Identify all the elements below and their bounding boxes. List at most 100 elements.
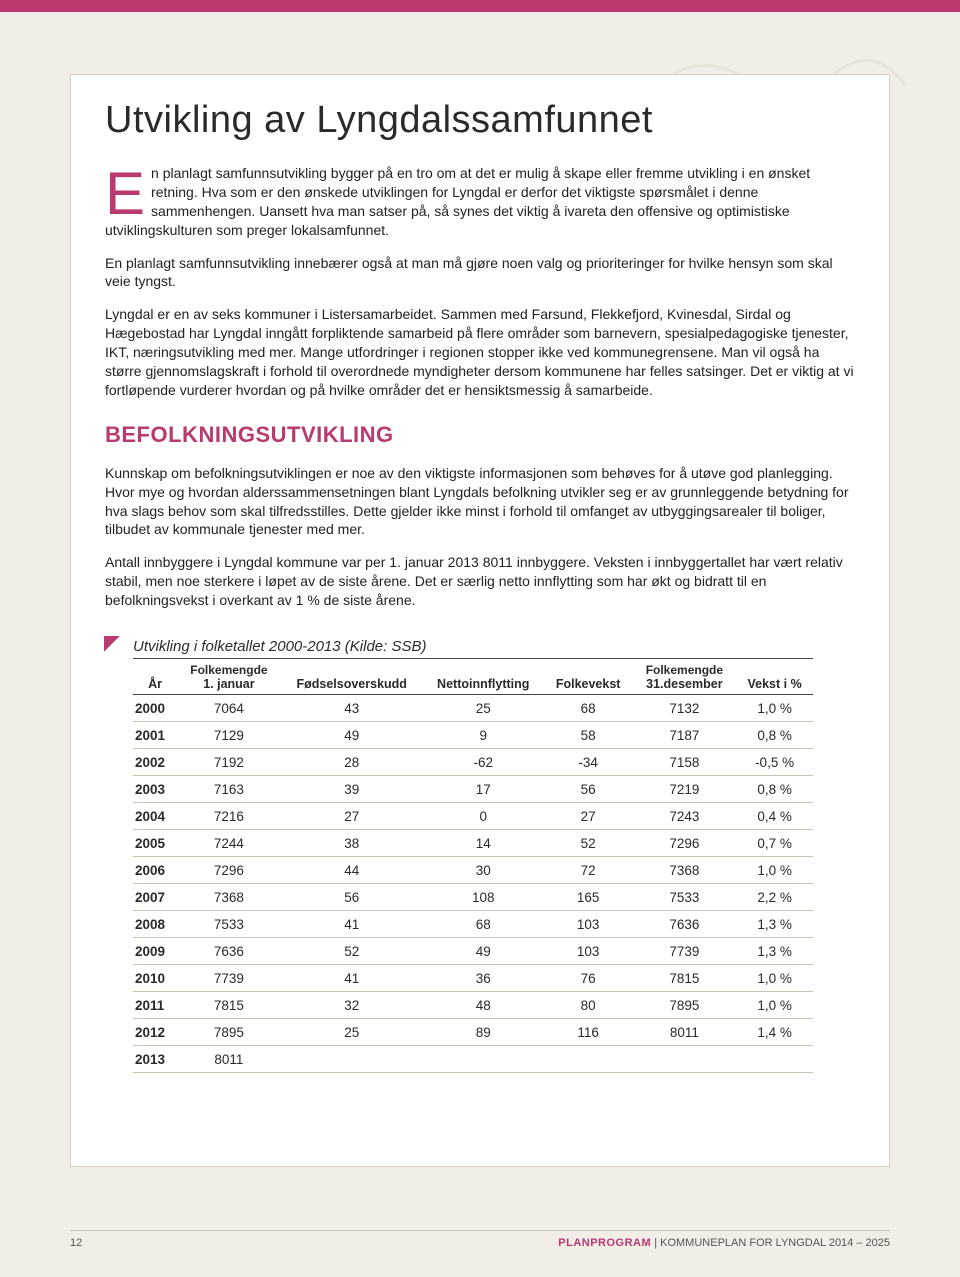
table-cell: 44 [281, 857, 423, 884]
table-row: 200171294995871870,8 % [133, 722, 813, 749]
table-cell: 2002 [133, 749, 177, 776]
table-cell: 68 [423, 911, 544, 938]
table-row: 2003716339175672190,8 % [133, 776, 813, 803]
table-cell: 103 [544, 938, 633, 965]
table-cell: 165 [544, 884, 633, 911]
table-row: 200472162702772430,4 % [133, 803, 813, 830]
table-cell: 49 [281, 722, 423, 749]
table-cell: 1,4 % [736, 1019, 813, 1046]
page-number: 12 [70, 1237, 82, 1249]
table-header: ÅrFolkemengde1. januarFødselsoverskuddNe… [133, 659, 813, 695]
footer-rest: | KOMMUNEPLAN FOR LYNGDAL 2014 – 2025 [651, 1237, 890, 1249]
table-row: 2002719228-62-347158-0,5 % [133, 749, 813, 776]
table-cell: 43 [281, 695, 423, 722]
table-cell: 2003 [133, 776, 177, 803]
population-table: ÅrFolkemengde1. januarFødselsoverskuddNe… [133, 659, 813, 1073]
table-cell: 1,3 % [736, 938, 813, 965]
top-accent-bar [0, 0, 960, 12]
table-column-header: Folkemengde1. januar [177, 659, 281, 695]
table-cell: 17 [423, 776, 544, 803]
table-row: 20087533416810376361,3 % [133, 911, 813, 938]
table-corner-marker [104, 636, 120, 652]
table-cell: 7368 [177, 884, 281, 911]
table-cell: 7192 [177, 749, 281, 776]
table-column-header: Fødselsoverskudd [281, 659, 423, 695]
table-cell: 27 [544, 803, 633, 830]
table-cell: 0 [423, 803, 544, 830]
table-cell: 2009 [133, 938, 177, 965]
table-cell: 0,8 % [736, 776, 813, 803]
table-cell: 7533 [177, 911, 281, 938]
table-cell: 2000 [133, 695, 177, 722]
table-cell: 89 [423, 1019, 544, 1046]
table-cell: 7243 [633, 803, 737, 830]
table-cell: 56 [544, 776, 633, 803]
table-cell: 7187 [633, 722, 737, 749]
footer-text: PLANPROGRAM | KOMMUNEPLAN FOR LYNGDAL 20… [558, 1237, 890, 1249]
table-cell: 116 [544, 1019, 633, 1046]
table-cell: 103 [544, 911, 633, 938]
table-cell: 7368 [633, 857, 737, 884]
paragraph: Antall innbyggere i Lyngdal kommune var … [105, 553, 855, 610]
table-cell: -34 [544, 749, 633, 776]
table-cell: 25 [423, 695, 544, 722]
table-cell: 14 [423, 830, 544, 857]
table-cell: 1,0 % [736, 965, 813, 992]
table-cell: 2006 [133, 857, 177, 884]
table-cell: 0,8 % [736, 722, 813, 749]
table-body: 2000706443256871321,0 %20017129499587187… [133, 695, 813, 1073]
table-cell: 76 [544, 965, 633, 992]
table-cell [281, 1046, 423, 1073]
table-cell: 2004 [133, 803, 177, 830]
footer-brand: PLANPROGRAM [558, 1237, 651, 1249]
table-cell: 2010 [133, 965, 177, 992]
table-cell: 56 [281, 884, 423, 911]
table-cell: 2008 [133, 911, 177, 938]
table-cell: 7296 [177, 857, 281, 884]
table-cell: 7064 [177, 695, 281, 722]
table-cell: 7815 [633, 965, 737, 992]
table-cell: 27 [281, 803, 423, 830]
table-cell: 7895 [177, 1019, 281, 1046]
table-cell: 9 [423, 722, 544, 749]
table-cell: 2,2 % [736, 884, 813, 911]
table-row: 20138011 [133, 1046, 813, 1073]
table-cell: 48 [423, 992, 544, 1019]
table-cell: 28 [281, 749, 423, 776]
table-cell: 39 [281, 776, 423, 803]
section-heading: BEFOLKNINGSUTVIKLING [105, 422, 855, 448]
table-cell: 30 [423, 857, 544, 884]
table-cell: 32 [281, 992, 423, 1019]
table-title: Utvikling i folketallet 2000-2013 (Kilde… [133, 638, 813, 659]
table-cell: 2012 [133, 1019, 177, 1046]
table-column-header: Vekst i % [736, 659, 813, 695]
table-cell: 2013 [133, 1046, 177, 1073]
table-cell: 2001 [133, 722, 177, 749]
table-cell: 7739 [177, 965, 281, 992]
table-cell: 108 [423, 884, 544, 911]
table-cell: 2011 [133, 992, 177, 1019]
table-cell: 52 [281, 938, 423, 965]
table-cell: 38 [281, 830, 423, 857]
paragraph: Kunnskap om befolkningsutviklingen er no… [105, 464, 855, 540]
table-column-header: Folkemengde31.desember [633, 659, 737, 695]
table-container: Utvikling i folketallet 2000-2013 (Kilde… [105, 638, 855, 1073]
content-box: Utvikling av Lyngdalssamfunnet En planla… [70, 74, 890, 1167]
table-cell [633, 1046, 737, 1073]
table-cell: 7533 [633, 884, 737, 911]
table-cell [736, 1046, 813, 1073]
table-cell: 0,7 % [736, 830, 813, 857]
table-cell: 2007 [133, 884, 177, 911]
page-title: Utvikling av Lyngdalssamfunnet [105, 99, 855, 142]
table-cell: 36 [423, 965, 544, 992]
table-cell: 7815 [177, 992, 281, 1019]
table-cell: 7636 [177, 938, 281, 965]
table-cell: 7129 [177, 722, 281, 749]
table-row: 2011781532488078951,0 % [133, 992, 813, 1019]
table-cell: 7296 [633, 830, 737, 857]
paragraph: En planlagt samfunnsutvikling innebærer … [105, 254, 855, 292]
table-cell: 8011 [633, 1019, 737, 1046]
table-cell [544, 1046, 633, 1073]
paragraph-intro: En planlagt samfunnsutvikling bygger på … [105, 164, 855, 240]
table-cell: 7216 [177, 803, 281, 830]
